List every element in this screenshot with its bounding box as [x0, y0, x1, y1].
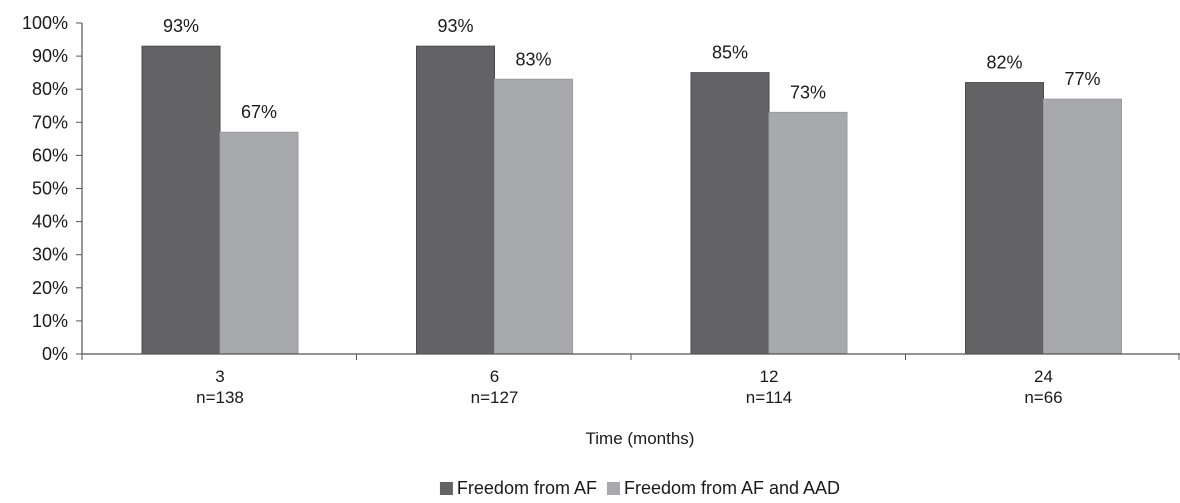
x-axis-labels: 3 n=138 6 n=127 12 n=114 24 n=66	[196, 367, 1063, 407]
axes	[81, 23, 1180, 360]
bar-freedom-from-af-and-aad	[1043, 98, 1122, 355]
legend-label: Freedom from AF	[457, 478, 597, 498]
y-tick-label: 40%	[32, 212, 68, 232]
bar-freedom-from-af	[141, 45, 221, 355]
legend-label: Freedom from AF and AAD	[624, 478, 840, 498]
bars	[141, 45, 1122, 355]
data-label: 83%	[515, 49, 551, 69]
bar-freedom-from-af	[690, 72, 770, 355]
x-category-sublabel: n=138	[196, 388, 244, 407]
data-label: 93%	[163, 16, 199, 36]
x-category-label: 6	[490, 367, 499, 386]
x-axis-title: Time (months)	[586, 429, 695, 448]
y-tick-label: 60%	[32, 145, 68, 165]
bar-freedom-from-af	[965, 82, 1044, 355]
x-category-sublabel: n=66	[1024, 388, 1062, 407]
bar-freedom-from-af-and-aad	[494, 78, 573, 355]
data-label: 77%	[1064, 69, 1100, 89]
data-label: 82%	[986, 53, 1022, 73]
x-category-sublabel: n=114	[746, 388, 792, 407]
y-tick-label: 0%	[42, 344, 68, 364]
legend-swatch	[439, 482, 453, 495]
data-label: 73%	[790, 82, 826, 102]
data-labels: 93% 67% 93% 83% 85% 73% 82% 77%	[163, 16, 1101, 122]
y-tick-label: 10%	[32, 311, 68, 331]
x-category-sublabel: n=127	[471, 388, 519, 407]
x-category-label: 12	[760, 367, 779, 386]
legend-swatch	[606, 482, 620, 495]
legend: Freedom from AF Freedom from AF and AAD	[439, 478, 840, 498]
bar-freedom-from-af-and-aad	[219, 131, 299, 355]
y-tick-label: 90%	[32, 46, 68, 66]
y-tick-label: 70%	[32, 112, 68, 132]
y-tick-label: 50%	[32, 179, 68, 199]
data-label: 67%	[241, 102, 277, 122]
x-category-label: 24	[1034, 367, 1053, 386]
y-tick-label: 100%	[22, 13, 68, 33]
y-axis-ticks: 0% 10% 20% 30% 40% 50% 60% 70% 80% 90% 100%	[22, 13, 82, 364]
y-tick-label: 30%	[32, 245, 68, 265]
bar-freedom-from-af	[416, 45, 495, 355]
bar-freedom-from-af-and-aad	[768, 111, 848, 355]
y-tick-label: 20%	[32, 278, 68, 298]
x-category-label: 3	[215, 367, 224, 386]
data-label: 85%	[712, 43, 748, 63]
y-tick-label: 80%	[32, 79, 68, 99]
data-label: 93%	[437, 16, 473, 36]
